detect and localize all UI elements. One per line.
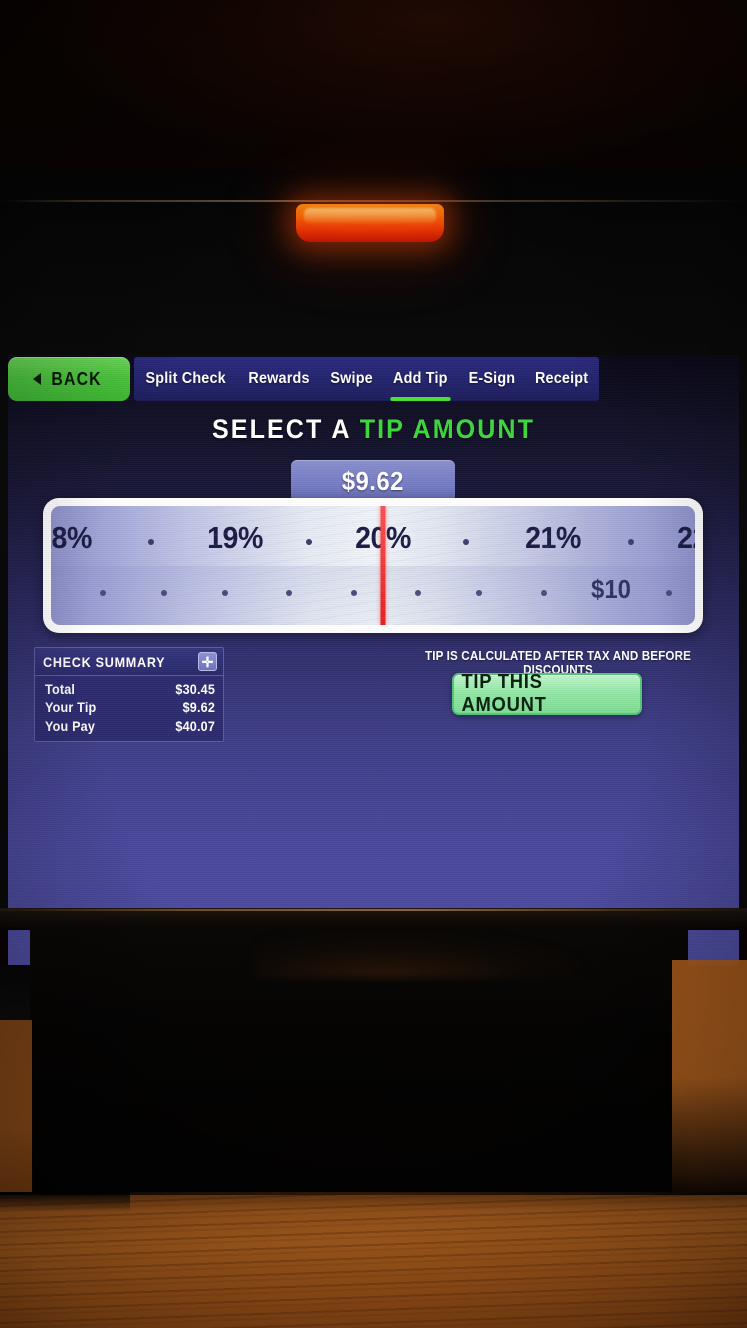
tab-split-check[interactable]: Split Check [143,370,229,388]
page-title-accent: TIP AMOUNT [359,414,536,444]
ziosk-tabletop-device: BACK Split Check Rewards Swipe Add Tip [0,170,747,1080]
slider-minor-dot-bottom [350,590,357,596]
check-summary-row-value: $40.07 [175,717,215,734]
tab-add-tip[interactable]: Add Tip [390,370,451,401]
check-summary-row-value: $9.62 [182,699,215,716]
check-summary-row-label: Total [45,681,76,697]
check-summary-rows: Total $30.45 Your Tip $9.62 You Pay $40.07 [35,676,223,741]
slider-minor-dot-bottom [476,590,483,596]
status-led-highlight [304,208,436,224]
tab-e-sign-label: E-Sign [468,370,515,387]
check-summary-row: You Pay $40.07 [45,717,215,735]
slider-minor-dot-bottom [221,590,228,596]
page-title-prefix: SELECT A [211,414,360,444]
tip-amount-bubble: $9.62 [291,460,455,502]
tab-swipe-label: Swipe [330,370,374,387]
slider-minor-dot-bottom [99,590,106,596]
slider-minor-dot-top [463,539,470,545]
check-summary-row-label: Your Tip [45,699,97,716]
slider-minor-dot-bottom [160,590,167,596]
wooden-table-surface [0,1192,747,1328]
tip-amount-value: $9.62 [341,465,405,496]
tab-rewards-label: Rewards [248,370,311,387]
tab-e-sign[interactable]: E-Sign [466,370,518,388]
slider-minor-dot-bottom [540,590,547,596]
slider-tick-21[interactable]: 21% [525,520,582,555]
check-summary-row: Your Tip $9.62 [45,698,215,716]
slider-minor-dot-bottom [415,590,422,596]
tab-receipt[interactable]: Receipt [533,370,592,388]
check-summary-row-label: You Pay [45,717,96,734]
plus-icon[interactable]: ✛ [198,652,217,671]
check-summary-title: CHECK SUMMARY [43,653,166,670]
chevron-left-icon [32,373,41,385]
device-stand-top [0,908,747,930]
check-summary-header: CHECK SUMMARY ✛ [35,648,223,676]
page-title: SELECT A TIP AMOUNT [34,414,714,445]
slider-tick-22[interactable]: 22% [676,520,695,555]
back-button[interactable]: BACK [8,357,130,401]
navigation-bar: BACK Split Check Rewards Swipe Add Tip [8,355,739,403]
device-stand-highlight [0,909,747,911]
device-screen: BACK Split Check Rewards Swipe Add Tip [8,355,739,965]
slider-dollar-label: $10 [591,574,632,604]
slider-minor-dot-top [627,539,634,545]
check-summary-panel: CHECK SUMMARY ✛ Total $30.45 Your Tip $9.62… [34,647,224,743]
slider-tick-18[interactable]: 18% [51,520,92,555]
slider-minor-dot-top [305,539,312,545]
table-surface-left [0,1020,32,1195]
slider-minor-dot-top [147,539,154,545]
tab-receipt-label: Receipt [535,370,589,387]
check-summary-row-value: $30.45 [175,681,215,697]
status-led [296,204,444,242]
back-button-label: BACK [51,368,102,389]
tip-percent-slider-needle[interactable] [380,506,386,625]
tab-active-underline [390,397,451,401]
slider-minor-dot-bottom [286,590,293,596]
slider-minor-dot-bottom [666,590,673,596]
tab-rewards[interactable]: Rewards [246,370,313,388]
device-stand-reflection [255,934,585,978]
tab-split-check-label: Split Check [145,370,227,387]
slider-tick-19[interactable]: 19% [206,520,263,555]
table-left-shadow [0,1192,130,1212]
tab-add-tip-label: Add Tip [393,370,448,387]
nav-items: Split Check Rewards Swipe Add Tip E-Sign [134,357,599,401]
tab-swipe[interactable]: Swipe [328,370,376,388]
top-bezel-seam [0,200,747,202]
check-summary-row: Total $30.45 [45,680,215,698]
tip-this-amount-button[interactable]: TIP THIS AMOUNT [452,671,642,716]
tip-percent-slider[interactable]: 18%19%20%21%22%$10 [43,498,703,633]
table-surface-right [672,960,747,1195]
tip-this-amount-label: TIP THIS AMOUNT [461,671,547,716]
room-background [0,0,747,180]
tip-percent-slider-track[interactable]: 18%19%20%21%22%$10 [51,506,695,625]
